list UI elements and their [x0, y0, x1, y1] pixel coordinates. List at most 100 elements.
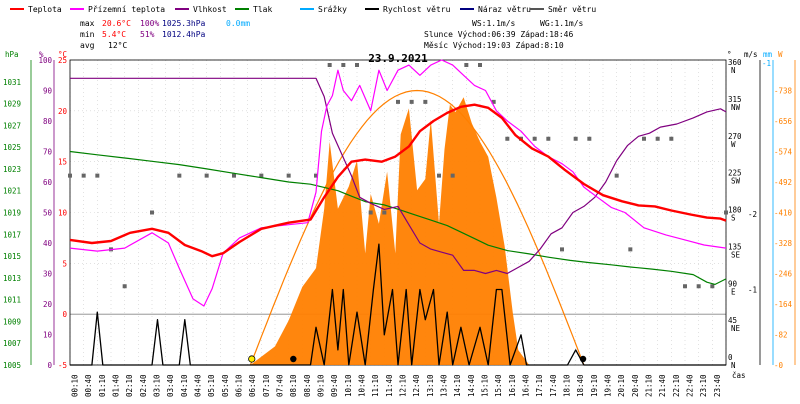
wm-tick: -82	[774, 331, 788, 340]
pct-tick: 60	[43, 178, 53, 187]
x-tick-label: 07:40	[276, 374, 285, 397]
series-lines	[69, 59, 727, 366]
sun-moon-markers	[248, 355, 587, 363]
wm-tick: -738	[774, 87, 793, 96]
dir-tick-number: 180	[728, 206, 742, 215]
wind-direction-point	[532, 136, 537, 141]
legend-label: Přízemní teplota	[88, 5, 165, 14]
wind-direction-point	[642, 136, 646, 141]
wind-direction-point	[464, 63, 469, 67]
c-tick: 5	[62, 259, 67, 268]
pct-axis-label: %	[39, 50, 44, 59]
wind-direction-point	[696, 284, 701, 289]
x-tick-label: 23:40	[713, 374, 722, 397]
x-tick-label: 14:10	[453, 374, 462, 397]
dir-tick-letter: SE	[731, 250, 741, 259]
x-tick-label: 13:10	[426, 374, 435, 397]
legend-label: Tlak	[253, 5, 272, 14]
x-tick-label: 04:40	[194, 374, 203, 397]
wind-direction-point	[724, 210, 728, 215]
stat-moon: Měsíc Východ:19:03 Západ:8:10	[424, 41, 564, 50]
x-tick-label: 06:40	[248, 374, 257, 397]
dir-tick-number: 270	[728, 132, 742, 141]
pct-tick: 20	[43, 300, 53, 309]
x-tick-label: 08:10	[289, 374, 298, 397]
x-tick-label: 17:40	[549, 374, 558, 397]
x-tick-label: 00:10	[71, 374, 80, 397]
mm-axis-label: mm	[763, 50, 773, 59]
stat-max-hum: 100%	[140, 19, 159, 28]
wind-direction-point	[423, 99, 428, 104]
wind-direction-point	[259, 173, 264, 178]
wind-direction-point	[314, 173, 318, 178]
dir-tick-number: 225	[728, 169, 742, 178]
x-tick-label: 05:10	[207, 374, 216, 397]
wind-direction-point	[546, 136, 551, 141]
wm-tick: -574	[774, 148, 793, 157]
stat-min-temp: 5.4°C	[102, 30, 126, 39]
stat-avg-temp: 12°C	[108, 41, 127, 50]
hpa-tick: 1013	[3, 274, 21, 283]
dir-tick-letter: SW	[731, 177, 741, 186]
series-line-rychlost-větru	[70, 243, 726, 366]
wind-direction-point	[560, 247, 564, 252]
stat-max-temp: 20.6°C	[102, 19, 131, 28]
wind-direction-point	[573, 136, 578, 141]
x-tick-label: 11:40	[385, 374, 394, 397]
x-tick-label: 10:10	[344, 374, 353, 397]
wind-direction-point	[683, 284, 687, 289]
wm-tick: -492	[774, 178, 792, 187]
deg-axis-label: °	[727, 50, 732, 59]
c-tick: 15	[58, 158, 67, 167]
stat-avg-label: avg	[80, 41, 95, 50]
x-tick-label: 13:40	[440, 374, 449, 397]
wind-direction-point	[409, 99, 414, 104]
chart-title: 23.9.2021	[368, 52, 428, 65]
hpa-tick: 1019	[3, 209, 21, 218]
x-tick-label: 15:40	[494, 374, 503, 397]
dir-tick-number: 0	[728, 353, 733, 362]
x-tick-label: 03:40	[166, 374, 175, 397]
x-tick-label: 00:40	[84, 374, 93, 397]
wind-direction-point	[150, 210, 154, 215]
hpa-tick: 1017	[3, 230, 21, 239]
hpa-tick: 1025	[3, 143, 21, 152]
wind-direction-point	[437, 173, 441, 178]
x-tick-label: 22:40	[686, 374, 695, 397]
wind-direction-point	[355, 63, 359, 67]
series-line-tlak	[69, 150, 727, 285]
wind-direction-point	[95, 173, 100, 178]
dir-tick-number: 315	[728, 95, 742, 104]
stat-ws: WS:1.1m/s	[472, 19, 516, 28]
x-tick-label: 03:10	[153, 374, 162, 397]
stat-sun: Slunce Východ:06:39 Západ:18:46	[424, 30, 573, 39]
pct-tick: 50	[43, 209, 53, 218]
x-tick-label: 23:10	[699, 374, 708, 397]
x-tick-label: 06:10	[235, 374, 244, 397]
stat-rain: 0.0mm	[226, 19, 250, 28]
pct-tick: 40	[43, 239, 53, 248]
wind-direction-point	[122, 284, 127, 289]
wind-direction-point	[396, 99, 400, 104]
wind-direction-point	[478, 63, 482, 67]
x-tick-label: 21:40	[658, 374, 667, 397]
wm-tick: -656	[774, 117, 793, 126]
left-axes: hPa% °C1031102910271025102310211019101710…	[3, 50, 67, 370]
x-tick-label: 12:10	[399, 374, 408, 397]
x-tick-label: 18:40	[576, 374, 585, 397]
dir-tick-letter: N	[731, 66, 736, 75]
hpa-tick: 1029	[3, 100, 21, 109]
wind-direction-point	[710, 284, 715, 289]
hpa-axis-label: hPa	[5, 50, 19, 59]
x-tick-label: 11:10	[371, 374, 380, 397]
wm-axis-label: W	[778, 50, 783, 59]
legend-label: Směr větru	[548, 5, 596, 14]
wind-direction-point	[382, 210, 387, 215]
legend-label: Vlhkost	[193, 5, 227, 14]
dir-tick-letter: S	[731, 214, 736, 223]
legend-label: Srážky	[318, 5, 347, 14]
x-tick-label: 10:40	[358, 374, 367, 397]
x-tick-label: 12:40	[412, 374, 421, 397]
